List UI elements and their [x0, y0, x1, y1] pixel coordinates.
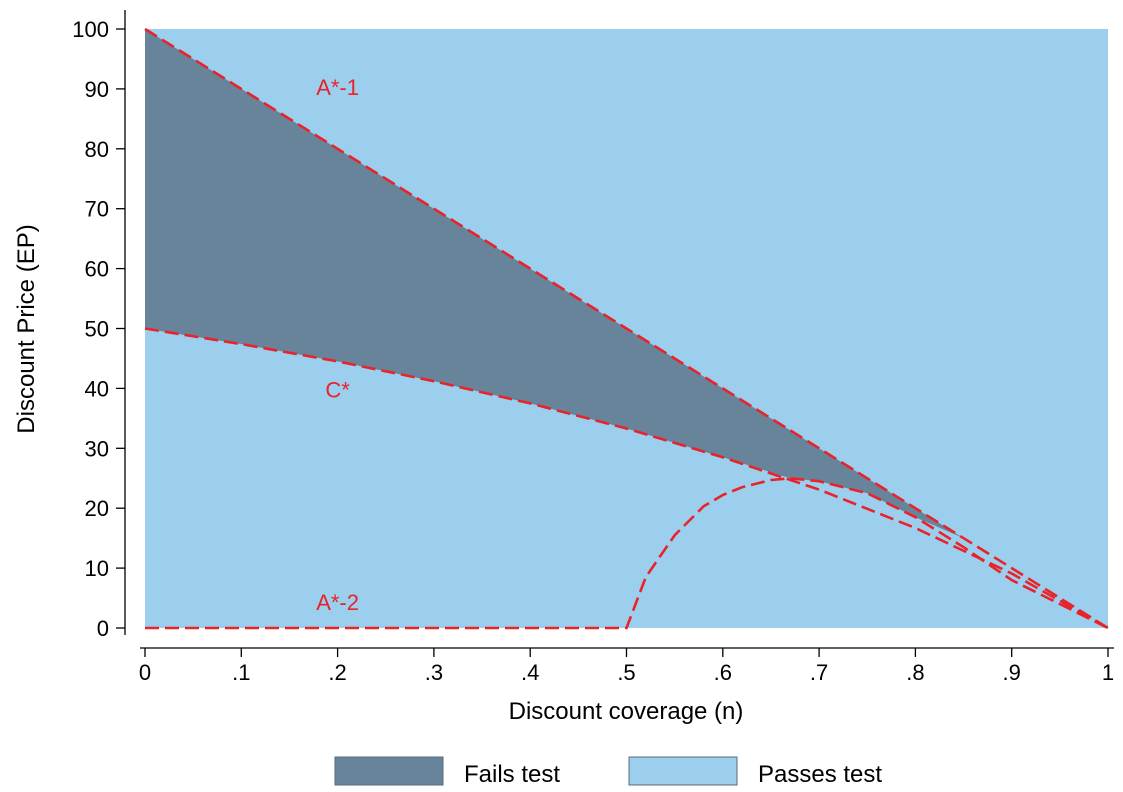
x-tick-label: .5: [617, 660, 635, 685]
x-tick-label: .7: [810, 660, 828, 685]
y-tick-label: 50: [85, 317, 109, 342]
region-fails-test: [145, 29, 964, 539]
legend-swatch-fails-test: [334, 756, 444, 786]
curve-label-a-1: A*-1: [316, 75, 359, 100]
curve-label-a-2: A*-2: [316, 590, 359, 615]
y-axis-title: Discount Price (EP): [13, 224, 40, 433]
y-tick-label: 30: [85, 436, 109, 461]
y-tick-label: 0: [97, 616, 109, 641]
legend-label-fails-test: Fails test: [464, 761, 560, 787]
legend-label-passes-test: Passes test: [758, 761, 882, 787]
x-tick-label: 1: [1102, 660, 1114, 685]
x-tick-label: .3: [425, 660, 443, 685]
legend-swatch-passes-test: [628, 756, 738, 786]
x-tick-label: .6: [714, 660, 732, 685]
x-tick-label: .9: [1003, 660, 1021, 685]
y-tick-label: 80: [85, 137, 109, 162]
x-tick-label: .4: [521, 660, 539, 685]
y-tick-label: 20: [85, 496, 109, 521]
x-tick-label: .1: [232, 660, 250, 685]
y-tick-label: 10: [85, 556, 109, 581]
series-layer: [144, 27, 1109, 630]
x-axis-title: Discount coverage (n): [509, 698, 744, 725]
x-tick-label: .2: [328, 660, 346, 685]
series-line-c: [144, 327, 1109, 630]
series-line-a-2: [145, 476, 1109, 630]
y-tick-label: 60: [85, 257, 109, 282]
y-tick-label: 70: [85, 197, 109, 222]
y-tick-label: 90: [85, 77, 109, 102]
legend: Fails test Passes test: [334, 756, 882, 788]
x-tick-label: 0: [139, 660, 151, 685]
series-line-a-1: [144, 27, 1109, 630]
axes-layer: 0.1.2.3.4.5.6.7.8.9 101020304050607080901…: [72, 10, 1114, 685]
curve-label-c: C*: [325, 377, 350, 402]
y-tick-label: 100: [72, 17, 109, 42]
y-tick-label: 40: [85, 376, 109, 401]
annotation-layer: A*-1 C* A*-2: [316, 75, 359, 615]
x-tick-label: .8: [906, 660, 924, 685]
